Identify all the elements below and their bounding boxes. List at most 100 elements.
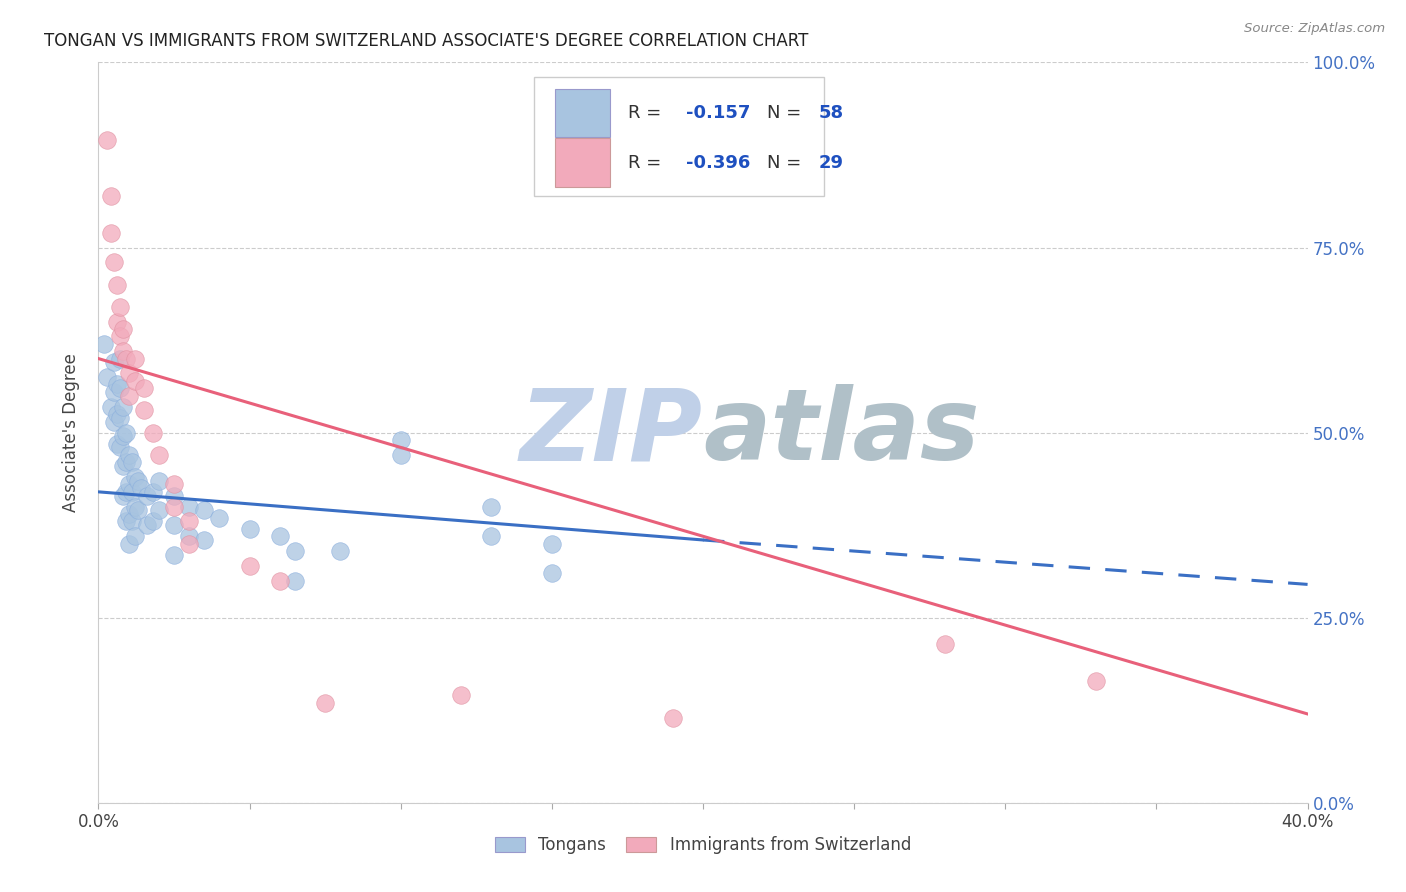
- Point: [193, 533, 215, 547]
- Text: R =: R =: [628, 103, 666, 122]
- Text: Source: ZipAtlas.com: Source: ZipAtlas.com: [1244, 22, 1385, 36]
- Point: [100, 226, 122, 240]
- Point: [284, 574, 307, 588]
- Point: [135, 489, 157, 503]
- Point: [179, 536, 201, 550]
- Point: [103, 255, 125, 269]
- Point: [108, 381, 131, 395]
- Point: [389, 448, 412, 462]
- Point: [111, 489, 134, 503]
- Point: [100, 188, 122, 202]
- Point: [118, 536, 141, 550]
- Point: [934, 637, 956, 651]
- Text: -0.157: -0.157: [686, 103, 751, 122]
- Point: [111, 322, 134, 336]
- Point: [284, 544, 307, 558]
- Text: 58: 58: [820, 103, 844, 122]
- Point: [269, 529, 291, 543]
- Point: [314, 696, 336, 710]
- Legend: Tongans, Immigrants from Switzerland: Tongans, Immigrants from Switzerland: [488, 830, 918, 861]
- Point: [108, 441, 131, 455]
- Point: [111, 344, 134, 359]
- Point: [239, 558, 262, 573]
- Point: [132, 403, 155, 417]
- Point: [96, 370, 118, 384]
- Point: [121, 455, 143, 469]
- Point: [132, 381, 155, 395]
- Point: [105, 314, 128, 328]
- Point: [135, 518, 157, 533]
- Point: [163, 500, 186, 514]
- Point: [329, 544, 352, 558]
- Point: [108, 351, 131, 366]
- Point: [96, 133, 118, 147]
- Point: [450, 689, 472, 703]
- Point: [179, 529, 201, 543]
- Point: [148, 448, 170, 462]
- Point: [108, 300, 131, 314]
- Point: [105, 407, 128, 421]
- Point: [111, 458, 134, 473]
- Point: [208, 510, 231, 524]
- Point: [103, 415, 125, 429]
- Point: [148, 474, 170, 488]
- Point: [148, 503, 170, 517]
- Bar: [555, 138, 610, 186]
- Point: [481, 529, 503, 543]
- Point: [124, 470, 146, 484]
- Point: [127, 503, 149, 517]
- Point: [142, 425, 165, 440]
- Point: [108, 329, 131, 343]
- FancyBboxPatch shape: [534, 78, 824, 195]
- Point: [93, 336, 115, 351]
- Point: [661, 711, 683, 725]
- Point: [114, 515, 136, 529]
- Point: [124, 351, 146, 366]
- Point: [239, 522, 262, 536]
- Point: [179, 500, 201, 514]
- Point: [142, 515, 165, 529]
- Point: [121, 484, 143, 499]
- Point: [269, 574, 291, 588]
- Point: [118, 367, 141, 381]
- Y-axis label: Associate's Degree: Associate's Degree: [62, 353, 80, 512]
- Point: [121, 515, 143, 529]
- Text: TONGAN VS IMMIGRANTS FROM SWITZERLAND ASSOCIATE'S DEGREE CORRELATION CHART: TONGAN VS IMMIGRANTS FROM SWITZERLAND AS…: [44, 32, 808, 50]
- Point: [142, 484, 165, 499]
- Point: [124, 529, 146, 543]
- Point: [163, 548, 186, 562]
- Point: [100, 400, 122, 414]
- Text: -0.396: -0.396: [686, 153, 751, 171]
- Text: N =: N =: [768, 103, 807, 122]
- Point: [124, 500, 146, 514]
- Point: [114, 425, 136, 440]
- Point: [1085, 673, 1108, 688]
- Text: 29: 29: [820, 153, 844, 171]
- Point: [105, 436, 128, 450]
- Point: [163, 518, 186, 533]
- Point: [114, 351, 136, 366]
- Point: [118, 507, 141, 521]
- Point: [103, 384, 125, 399]
- Point: [114, 484, 136, 499]
- Point: [129, 481, 152, 495]
- Point: [389, 433, 412, 447]
- Point: [163, 489, 186, 503]
- Point: [111, 400, 134, 414]
- Point: [124, 374, 146, 388]
- Point: [105, 277, 128, 292]
- Point: [111, 429, 134, 443]
- Point: [118, 448, 141, 462]
- Point: [103, 355, 125, 369]
- Point: [114, 455, 136, 469]
- Point: [481, 500, 503, 514]
- Point: [127, 474, 149, 488]
- Text: R =: R =: [628, 153, 666, 171]
- Point: [118, 388, 141, 402]
- Text: atlas: atlas: [703, 384, 980, 481]
- Text: ZIP: ZIP: [520, 384, 703, 481]
- Point: [540, 536, 562, 550]
- Point: [163, 477, 186, 491]
- Point: [118, 477, 141, 491]
- Point: [108, 410, 131, 425]
